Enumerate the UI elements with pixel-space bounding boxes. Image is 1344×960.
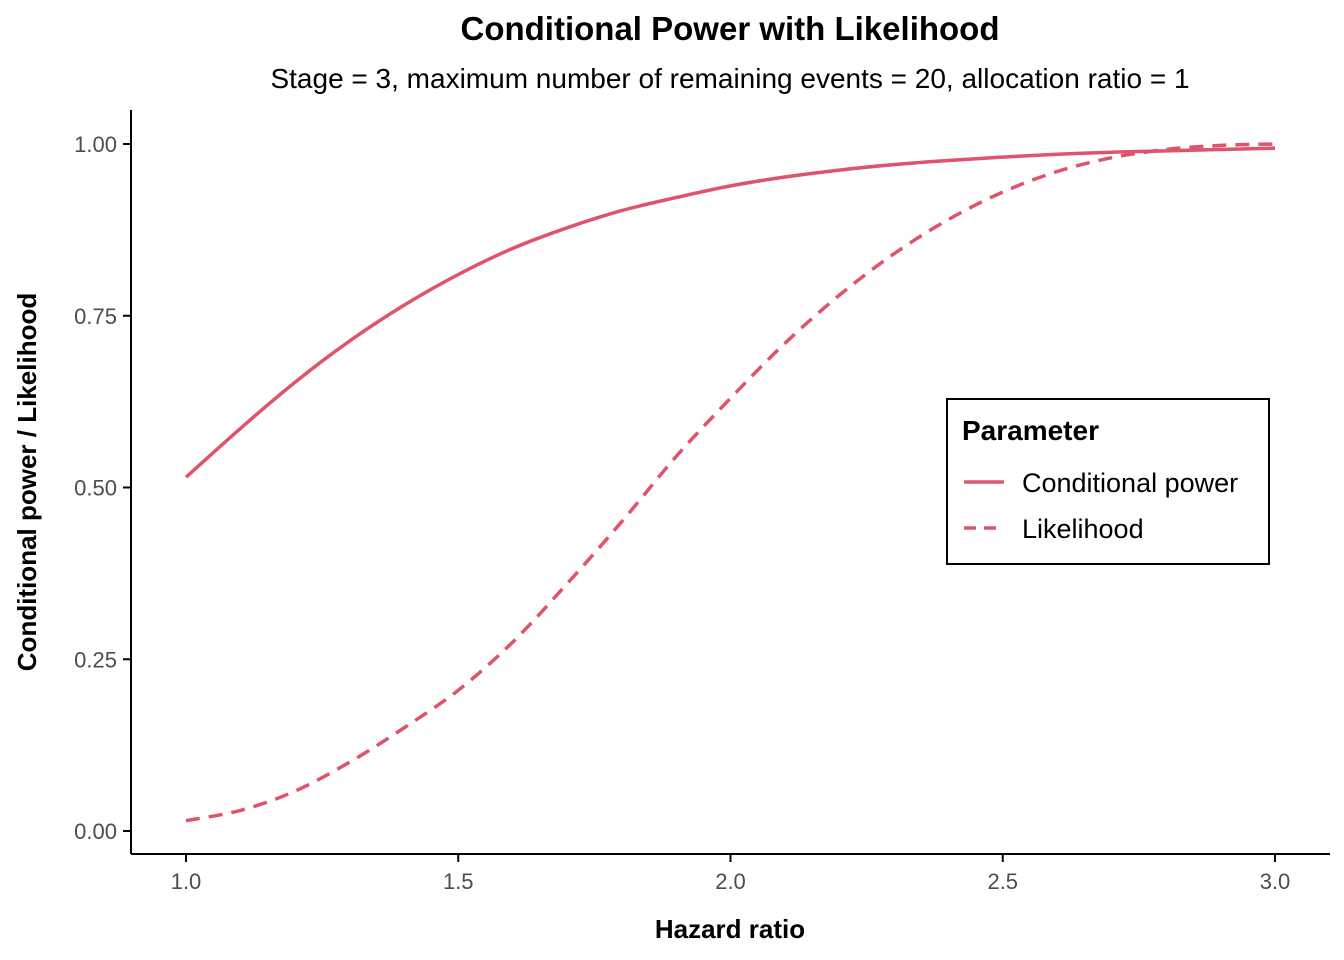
chart-title: Conditional Power with Likelihood xyxy=(461,10,1000,47)
x-tick-label: 2.0 xyxy=(715,869,746,894)
legend-box xyxy=(946,398,1270,565)
legend-label-conditional-power: Conditional power xyxy=(1022,468,1238,498)
x-tick-label: 2.5 xyxy=(987,869,1018,894)
y-axis-title: Conditional power / Likelihood xyxy=(12,293,42,671)
chart-subtitle: Stage = 3, maximum number of remaining e… xyxy=(270,63,1189,94)
y-tick-label: 0.00 xyxy=(74,819,117,844)
y-ticks: 0.00 0.25 0.50 0.75 1.00 xyxy=(74,132,131,844)
legend: Parameter Conditional power Likelihood xyxy=(946,398,1270,565)
series-layer xyxy=(184,142,1276,823)
x-axis-title: Hazard ratio xyxy=(655,914,805,944)
legend-title: Parameter xyxy=(962,415,1099,446)
y-tick-label: 0.25 xyxy=(74,647,117,672)
legend-label-likelihood: Likelihood xyxy=(1022,514,1144,544)
y-tick-label: 1.00 xyxy=(74,132,117,157)
series-line-likelihood xyxy=(185,142,1276,823)
y-tick-label: 0.75 xyxy=(74,304,117,329)
x-tick-label: 1.5 xyxy=(443,869,474,894)
series-line-conditional-power xyxy=(184,146,1276,479)
x-tick-label: 1.0 xyxy=(171,869,202,894)
x-tick-label: 3.0 xyxy=(1260,869,1291,894)
plot-area: 0.00 0.25 0.50 0.75 1.00 1.0 1.5 2.0 2.5 3.0 xyxy=(74,110,1330,894)
x-ticks: 1.0 1.5 2.0 2.5 3.0 xyxy=(171,854,1291,894)
y-tick-label: 0.50 xyxy=(74,476,117,501)
